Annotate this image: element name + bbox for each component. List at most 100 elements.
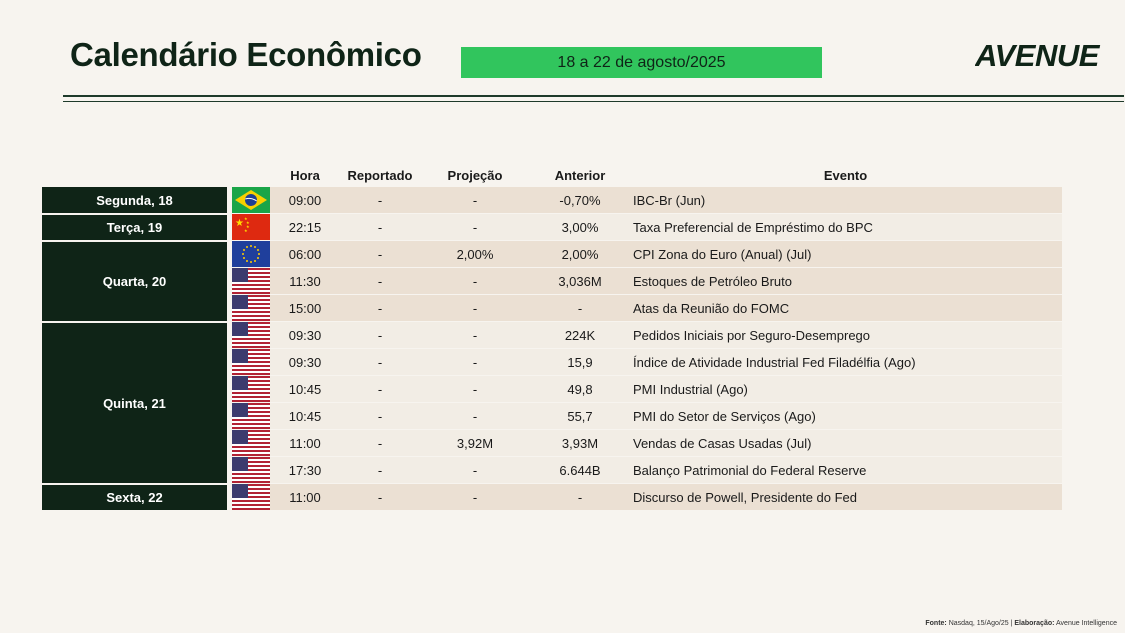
cell-projecao: - bbox=[472, 489, 478, 505]
usa-flag-icon bbox=[232, 376, 270, 402]
cell-hora: 22:15 bbox=[288, 219, 322, 235]
cell-evento: Balanço Patrimonial do Federal Reserve bbox=[633, 462, 867, 478]
cell-anterior: 15,9 bbox=[567, 354, 593, 370]
source-label: Fonte: bbox=[925, 620, 947, 627]
usa-flag-icon bbox=[232, 295, 270, 321]
source-value: Nasdaq, 15/Ago/25 | bbox=[948, 620, 1013, 627]
cell-anterior: 55,7 bbox=[567, 408, 593, 424]
cell-reportado: - bbox=[377, 354, 383, 370]
cell-reportado: - bbox=[377, 327, 383, 343]
col-header-reportado: Reportado bbox=[347, 168, 413, 183]
table-row: 09:00 - - -0,70% IBC-Br (Jun) bbox=[270, 187, 1062, 213]
cell-hora: 15:00 bbox=[288, 300, 322, 316]
eu-flag-icon bbox=[232, 241, 270, 267]
cell-evento: Discurso de Powell, Presidente do Fed bbox=[633, 489, 858, 505]
cell-evento: Pedidos Iniciais por Seguro-Desemprego bbox=[633, 327, 871, 343]
usa-flag-icon bbox=[232, 403, 270, 429]
usa-flag-icon bbox=[232, 322, 270, 348]
elaboration-value: Avenue Intelligence bbox=[1056, 620, 1117, 627]
table-row: 17:30 - - 6.644B Balanço Patrimonial do … bbox=[270, 457, 1062, 483]
cell-hora: 09:00 bbox=[288, 192, 322, 208]
day-label-thursday: Quinta, 21 bbox=[42, 323, 227, 483]
usa-flag-icon bbox=[232, 430, 270, 456]
cell-hora: 06:00 bbox=[288, 246, 322, 262]
day-label-friday: Sexta, 22 bbox=[42, 485, 227, 510]
cell-evento: CPI Zona do Euro (Anual) (Jul) bbox=[633, 246, 812, 262]
svg-text:★: ★ bbox=[244, 216, 248, 221]
cell-reportado: - bbox=[377, 192, 383, 208]
cell-anterior: 3,00% bbox=[561, 219, 599, 235]
cell-reportado: - bbox=[377, 300, 383, 316]
cell-evento: Vendas de Casas Usadas (Jul) bbox=[633, 435, 812, 451]
cell-projecao: - bbox=[472, 327, 478, 343]
cell-reportado: - bbox=[377, 381, 383, 397]
cell-anterior: - bbox=[577, 489, 583, 505]
cell-projecao: - bbox=[472, 273, 478, 289]
table-row: 11:30 - - 3,036M Estoques de Petróleo Br… bbox=[270, 268, 1062, 294]
svg-text:★: ★ bbox=[235, 218, 244, 229]
table-row: 10:45 - - 49,8 PMI Industrial (Ago) bbox=[270, 376, 1062, 402]
usa-flag-icon bbox=[232, 349, 270, 375]
table-row: 06:00 - 2,00% 2,00% CPI Zona do Euro (An… bbox=[270, 241, 1062, 267]
cell-hora: 11:00 bbox=[289, 489, 321, 505]
cell-projecao: - bbox=[472, 300, 478, 316]
cell-reportado: - bbox=[377, 246, 383, 262]
cell-anterior: 6.644B bbox=[559, 462, 601, 478]
cell-hora: 17:30 bbox=[288, 462, 322, 478]
cell-anterior: 2,00% bbox=[561, 246, 599, 262]
cell-hora: 11:30 bbox=[289, 273, 321, 289]
cell-hora: 11:00 bbox=[289, 435, 321, 451]
usa-flag-icon bbox=[232, 457, 270, 483]
table-row: 09:30 - - 224K Pedidos Iniciais por Segu… bbox=[270, 322, 1062, 348]
cell-evento: Índice de Atividade Industrial Fed Filad… bbox=[633, 354, 916, 370]
cell-anterior: 3,036M bbox=[558, 273, 602, 289]
col-header-projecao: Projeção bbox=[447, 168, 503, 183]
cell-projecao: - bbox=[472, 462, 478, 478]
cell-projecao: - bbox=[472, 219, 478, 235]
svg-text:★: ★ bbox=[246, 224, 250, 229]
cell-evento: PMI do Setor de Serviços (Ago) bbox=[633, 408, 816, 424]
cell-hora: 10:45 bbox=[288, 408, 322, 424]
cell-anterior: - bbox=[577, 300, 583, 316]
day-label-monday: Segunda, 18 bbox=[42, 187, 227, 213]
china-flag-icon: ★ ★ ★ ★ ★ bbox=[232, 214, 270, 240]
cell-anterior: 3,93M bbox=[561, 435, 599, 451]
cell-projecao: 2,00% bbox=[456, 246, 494, 262]
period-badge: 18 a 22 de agosto/2025 bbox=[461, 47, 822, 78]
cell-reportado: - bbox=[377, 273, 383, 289]
cell-evento: Taxa Preferencial de Empréstimo do BPC bbox=[633, 219, 873, 235]
cell-reportado: - bbox=[377, 435, 383, 451]
cell-reportado: - bbox=[377, 219, 383, 235]
cell-projecao: - bbox=[472, 354, 478, 370]
cell-hora: 10:45 bbox=[288, 381, 322, 397]
header-rule-thin bbox=[63, 101, 1124, 102]
cell-hora: 09:30 bbox=[288, 327, 322, 343]
col-header-evento: Evento bbox=[823, 168, 868, 183]
source-footnote: Fonte: Nasdaq, 15/Ago/25 | Elaboração: A… bbox=[925, 620, 1117, 627]
day-label-wednesday: Quarta, 20 bbox=[42, 242, 227, 321]
table-row: 10:45 - - 55,7 PMI do Setor de Serviços … bbox=[270, 403, 1062, 429]
cell-evento: PMI Industrial (Ago) bbox=[633, 381, 748, 397]
cell-reportado: - bbox=[377, 408, 383, 424]
cell-projecao: 3,92M bbox=[456, 435, 494, 451]
svg-text:AVENUE: AVENUE bbox=[975, 38, 1101, 73]
cell-reportado: - bbox=[377, 462, 383, 478]
table-row: 11:00 - - - Discurso de Powell, Presiden… bbox=[270, 484, 1062, 510]
table-row: 09:30 - - 15,9 Índice de Atividade Indus… bbox=[270, 349, 1062, 375]
col-header-anterior: Anterior bbox=[554, 168, 606, 183]
cell-hora: 09:30 bbox=[288, 354, 322, 370]
usa-flag-icon bbox=[232, 268, 270, 294]
avenue-logo: AVENUE bbox=[975, 38, 1101, 73]
cell-evento: Atas da Reunião do FOMC bbox=[633, 300, 790, 316]
table-row: 15:00 - - - Atas da Reunião do FOMC bbox=[270, 295, 1062, 321]
cell-projecao: - bbox=[472, 192, 478, 208]
cell-projecao: - bbox=[472, 408, 478, 424]
svg-text:★: ★ bbox=[246, 220, 250, 225]
cell-anterior: 49,8 bbox=[567, 381, 593, 397]
cell-reportado: - bbox=[377, 489, 383, 505]
cell-evento: Estoques de Petróleo Bruto bbox=[633, 273, 792, 289]
page-title: Calendário Econômico bbox=[70, 36, 422, 73]
table-row: 11:00 - 3,92M 3,93M Vendas de Casas Usad… bbox=[270, 430, 1062, 456]
header-rule bbox=[63, 95, 1124, 97]
brazil-flag-icon bbox=[232, 187, 270, 213]
